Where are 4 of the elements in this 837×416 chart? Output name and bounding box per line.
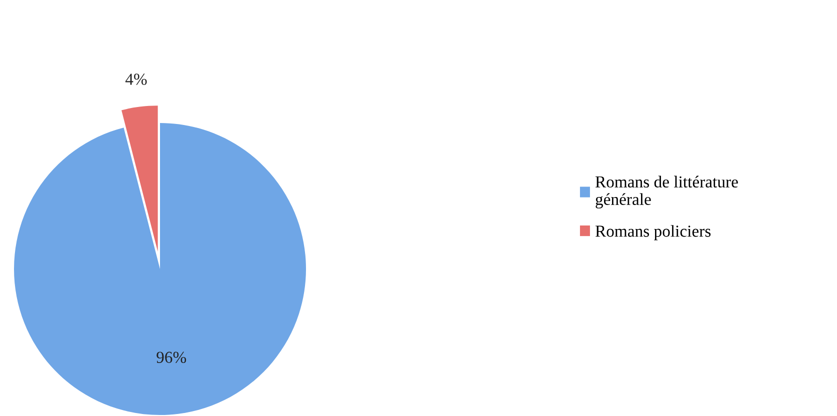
data-label: 4% <box>125 74 147 85</box>
legend-label: Romans policiers <box>595 225 711 240</box>
legend-label: Romans de littérature générale <box>595 176 738 208</box>
data-label: 96% <box>156 352 186 364</box>
